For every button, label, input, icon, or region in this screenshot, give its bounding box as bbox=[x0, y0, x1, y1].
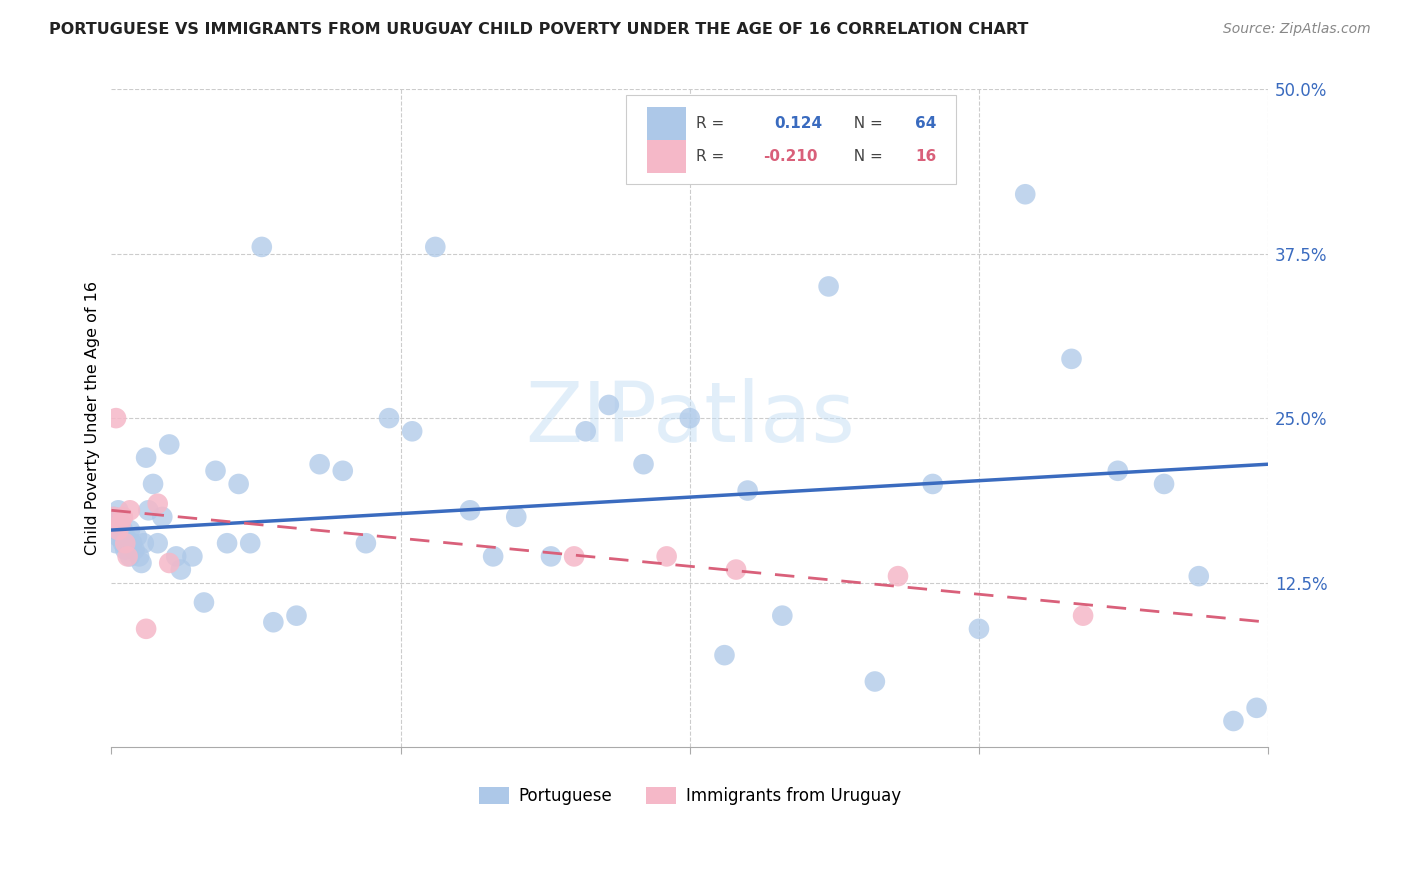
Point bbox=[107, 523, 129, 537]
Point bbox=[562, 549, 585, 564]
Point bbox=[887, 569, 910, 583]
Point bbox=[679, 411, 702, 425]
Point bbox=[103, 509, 125, 524]
Legend: Portuguese, Immigrants from Uruguay: Portuguese, Immigrants from Uruguay bbox=[472, 780, 907, 812]
Point bbox=[863, 674, 886, 689]
Text: 64: 64 bbox=[915, 116, 936, 130]
Text: R =: R = bbox=[696, 149, 728, 163]
Point bbox=[713, 648, 735, 662]
Point bbox=[138, 503, 160, 517]
Point bbox=[737, 483, 759, 498]
Point bbox=[239, 536, 262, 550]
Point bbox=[157, 556, 180, 570]
Point bbox=[117, 536, 139, 550]
Point bbox=[1060, 351, 1083, 366]
Point bbox=[118, 503, 141, 517]
Point bbox=[124, 542, 146, 557]
Point bbox=[132, 536, 155, 550]
Point bbox=[165, 549, 187, 564]
Point bbox=[131, 556, 153, 570]
Point bbox=[817, 279, 839, 293]
Point bbox=[401, 425, 423, 439]
Point bbox=[107, 530, 129, 544]
Point bbox=[110, 516, 132, 531]
Point bbox=[633, 457, 655, 471]
Point bbox=[114, 542, 136, 557]
FancyBboxPatch shape bbox=[626, 95, 956, 185]
Point bbox=[193, 595, 215, 609]
Point bbox=[967, 622, 990, 636]
Point bbox=[114, 536, 136, 550]
Point bbox=[1107, 464, 1129, 478]
Text: N =: N = bbox=[844, 116, 887, 130]
Point bbox=[150, 509, 173, 524]
Point bbox=[105, 411, 128, 425]
Text: 16: 16 bbox=[915, 149, 936, 163]
Text: PORTUGUESE VS IMMIGRANTS FROM URUGUAY CHILD POVERTY UNDER THE AGE OF 16 CORRELAT: PORTUGUESE VS IMMIGRANTS FROM URUGUAY CH… bbox=[49, 22, 1029, 37]
Point bbox=[125, 530, 148, 544]
Point bbox=[1222, 714, 1244, 728]
Point bbox=[921, 477, 943, 491]
Text: 0.124: 0.124 bbox=[775, 116, 823, 130]
Point bbox=[107, 503, 129, 517]
Point bbox=[105, 536, 128, 550]
Point bbox=[105, 523, 128, 537]
Text: -0.210: -0.210 bbox=[762, 149, 817, 163]
Point bbox=[1014, 187, 1036, 202]
Point bbox=[505, 509, 527, 524]
Point bbox=[250, 240, 273, 254]
Point bbox=[121, 536, 143, 550]
Point bbox=[425, 240, 447, 254]
Point bbox=[111, 509, 134, 524]
Point bbox=[118, 523, 141, 537]
Point bbox=[458, 503, 481, 517]
Point bbox=[228, 477, 250, 491]
Point bbox=[217, 536, 239, 550]
FancyBboxPatch shape bbox=[647, 140, 686, 172]
Point bbox=[482, 549, 505, 564]
Point bbox=[146, 536, 169, 550]
Text: R =: R = bbox=[696, 116, 728, 130]
Point bbox=[770, 608, 793, 623]
Point bbox=[262, 615, 284, 630]
Point bbox=[142, 477, 165, 491]
Point bbox=[111, 523, 134, 537]
Point bbox=[332, 464, 354, 478]
Point bbox=[1153, 477, 1175, 491]
Point bbox=[170, 563, 193, 577]
Y-axis label: Child Poverty Under the Age of 16: Child Poverty Under the Age of 16 bbox=[86, 281, 100, 555]
Point bbox=[378, 411, 401, 425]
Point bbox=[285, 608, 308, 623]
Point bbox=[114, 530, 136, 544]
Text: Source: ZipAtlas.com: Source: ZipAtlas.com bbox=[1223, 22, 1371, 37]
Point bbox=[146, 497, 169, 511]
Point bbox=[725, 563, 748, 577]
Point bbox=[103, 509, 125, 524]
Point bbox=[157, 437, 180, 451]
Point bbox=[111, 536, 134, 550]
Point bbox=[575, 425, 598, 439]
Point bbox=[655, 549, 678, 564]
Point bbox=[354, 536, 377, 550]
Point bbox=[1246, 701, 1268, 715]
Point bbox=[540, 549, 562, 564]
Point bbox=[308, 457, 330, 471]
Point bbox=[128, 549, 150, 564]
Point bbox=[117, 549, 139, 564]
Text: ZIPatlas: ZIPatlas bbox=[524, 377, 855, 458]
FancyBboxPatch shape bbox=[647, 107, 686, 140]
Point bbox=[181, 549, 204, 564]
Point bbox=[598, 398, 620, 412]
Point bbox=[1188, 569, 1211, 583]
Point bbox=[204, 464, 226, 478]
Point bbox=[135, 622, 157, 636]
Point bbox=[110, 516, 132, 531]
Point bbox=[135, 450, 157, 465]
Text: N =: N = bbox=[844, 149, 887, 163]
Point bbox=[1071, 608, 1094, 623]
Point bbox=[118, 549, 141, 564]
